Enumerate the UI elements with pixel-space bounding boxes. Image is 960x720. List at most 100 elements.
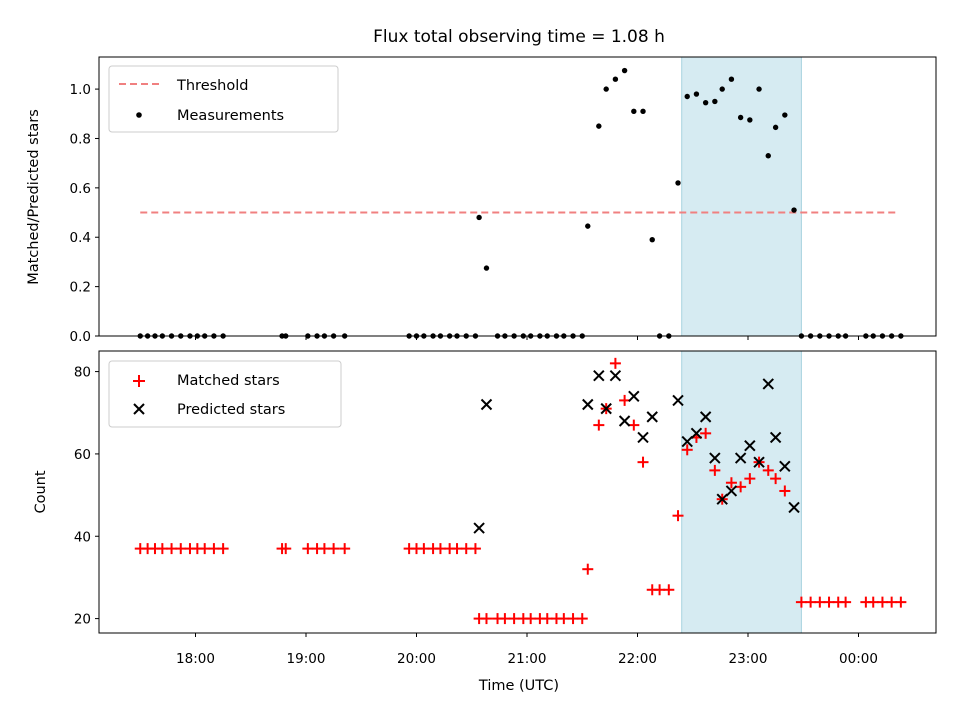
measurement-point — [772, 124, 779, 131]
predicted-star-point — [646, 411, 658, 423]
predicted-star-point — [609, 369, 622, 382]
ratio-y-tick-label: 0.6 — [70, 181, 91, 197]
matched-star-point — [339, 543, 351, 555]
matched-star-point — [672, 510, 684, 522]
ratio-panel: Flux total observing time = 1.08 h 0.0 0.… — [26, 27, 937, 345]
matched-star-point — [709, 464, 721, 476]
matched-star-point — [628, 419, 640, 431]
matched-star-point — [328, 543, 340, 555]
predicted-star-point — [618, 415, 631, 427]
predicted-star-point — [582, 398, 594, 411]
matched-star-point — [318, 543, 330, 555]
matched-star-point — [217, 543, 229, 555]
matched-star-point — [166, 543, 178, 555]
ratio-y-tick-label: 1.0 — [70, 82, 91, 98]
matched-star-point — [814, 596, 826, 608]
predicted-star-point — [762, 378, 774, 390]
matched-star-point — [525, 613, 537, 625]
predicted-star-point — [779, 460, 791, 472]
matched-star-point — [681, 444, 693, 456]
matched-star-point — [480, 613, 492, 625]
count-y-tick-label: 60 — [74, 447, 91, 463]
predicted-star-point — [628, 390, 640, 402]
matched-star-point — [762, 464, 774, 476]
matched-star-point — [637, 456, 649, 468]
predicted-star-point — [788, 501, 800, 514]
count-y-tick-label: 20 — [74, 612, 91, 628]
matched-star-point — [567, 613, 579, 625]
matched-star-point — [795, 596, 807, 608]
ratio-y-tick-label: 0.2 — [70, 280, 91, 296]
matched-star-point — [619, 394, 631, 406]
ratio-legend-box — [108, 65, 339, 133]
measurement-point — [640, 108, 646, 115]
matched-star-point — [302, 543, 314, 555]
ratio-y-tick-label: 0.8 — [70, 131, 91, 147]
matched-star-point — [418, 543, 430, 555]
x-tick-label: 00:00 — [839, 651, 878, 667]
matched-star-point — [558, 613, 570, 625]
measurement-point — [483, 265, 490, 271]
matched-star-point — [499, 613, 511, 625]
ratio-y-axis-label: Matched/Predicted stars — [26, 109, 42, 285]
x-tick-label: 18:00 — [176, 651, 215, 667]
x-tick-label: 22:00 — [618, 651, 657, 667]
matched-star-point — [744, 473, 756, 485]
predicted-star-point — [473, 522, 485, 534]
matched-star-point — [779, 485, 791, 497]
matched-star-point — [895, 596, 907, 608]
predicted-star-point — [690, 427, 703, 440]
matched-star-point — [663, 584, 675, 596]
predicted-star-point — [480, 398, 493, 411]
matched-star-point — [725, 477, 737, 489]
predicted-star-point — [681, 435, 693, 448]
measurement-point — [791, 207, 797, 213]
count-legend: Matched stars Predicted stars — [108, 360, 342, 428]
matched-star-point — [582, 563, 594, 575]
matched-star-point — [199, 543, 211, 555]
matched-star-point — [541, 613, 553, 625]
measurement-point — [612, 76, 619, 82]
measurement-point — [631, 108, 637, 115]
matched-star-point — [886, 596, 898, 608]
measurement-point — [765, 153, 771, 159]
measurements-legend-swatch — [136, 112, 142, 118]
ratio-legend: Threshold Measurements — [108, 65, 339, 133]
matched-star-point — [280, 543, 292, 555]
measurement-point — [756, 86, 762, 92]
x-tick-label: 23:00 — [729, 651, 768, 667]
measurement-point — [476, 214, 482, 221]
count-axes-frame — [98, 350, 937, 634]
matched-star-point — [840, 596, 852, 608]
measurement-point — [675, 180, 681, 186]
matched-star-point — [805, 596, 817, 608]
chart-title: Flux total observing time = 1.08 h — [373, 27, 665, 47]
matched-star-point — [175, 543, 187, 555]
matched-star-point — [156, 543, 168, 555]
matched-legend-swatch — [133, 375, 145, 387]
predicted-star-point — [769, 431, 782, 444]
predicted-star-point — [716, 493, 728, 505]
measurement-point — [603, 86, 609, 92]
measurement-point — [596, 123, 602, 129]
count-marks — [134, 357, 907, 625]
predicted-star-point — [593, 369, 605, 382]
count-y-tick-label: 40 — [74, 529, 91, 545]
measurement-point — [728, 76, 735, 82]
ratio-marks — [137, 67, 904, 339]
threshold-legend-label: Threshold — [176, 78, 248, 94]
ratio-y-tick-label: 0.0 — [70, 329, 91, 345]
measurement-point — [747, 117, 753, 123]
count-axis-ticks: 20 40 60 80 18:00 19:00 20:00 21:00 22:00 23:00 00… — [74, 365, 878, 667]
measurement-point — [693, 91, 700, 97]
count-legend-box — [108, 360, 342, 428]
measurement-point — [737, 114, 744, 121]
matched-star-point — [434, 543, 446, 555]
count-panel: 20 40 60 80 18:00 19:00 20:00 21:00 22:00 23:00 00… — [33, 350, 937, 694]
matched-star-point — [654, 584, 666, 596]
matched-star-point — [593, 419, 605, 431]
ratio-axis-ticks: 0.0 0.2 0.4 0.6 0.8 1.0 — [70, 82, 859, 345]
matched-star-point — [609, 357, 621, 369]
matched-star-point — [823, 596, 835, 608]
